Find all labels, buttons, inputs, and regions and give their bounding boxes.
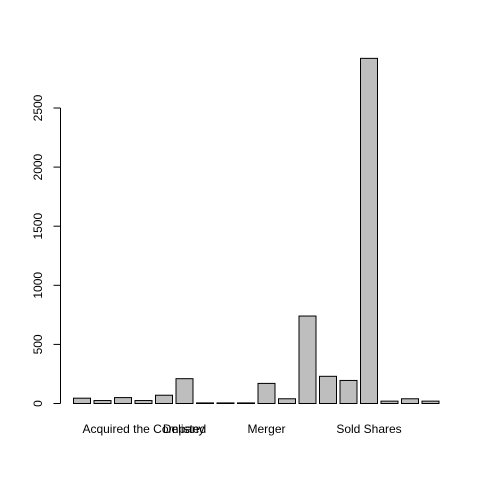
bar-4 [155, 394, 173, 405]
bar-9 [257, 382, 276, 405]
x-label-1: Delisted [163, 422, 206, 436]
bar-5 [175, 378, 194, 405]
bar-10 [278, 398, 296, 405]
y-tick-label-0: 0 [31, 400, 45, 407]
y-axis: 0 500 1000 1500 2000 2500 [31, 94, 61, 407]
y-tick-label-4: 2000 [31, 153, 45, 180]
bar-16 [401, 398, 419, 405]
bar-17 [421, 400, 440, 404]
bar-1 [93, 400, 112, 405]
x-label-0: Acquired the Company [82, 422, 204, 436]
bar-6 [196, 402, 214, 404]
bar-3 [134, 400, 153, 405]
y-tick-label-3: 1500 [31, 213, 45, 240]
bar-8 [237, 402, 255, 404]
y-tick-label-2: 1000 [31, 272, 45, 299]
x-label-3: Sold Shares [336, 422, 401, 436]
bars-group [73, 57, 440, 405]
bar-13 [339, 379, 358, 404]
bar-15 [380, 400, 399, 404]
bar-2 [114, 397, 132, 404]
x-label-2: Merger [247, 422, 285, 436]
bar-14 [360, 57, 378, 405]
bar-11 [298, 315, 317, 405]
bar-0 [73, 397, 91, 404]
y-tick-label-1: 500 [31, 334, 45, 354]
bar-7 [216, 402, 235, 404]
y-tick-label-5: 2500 [31, 94, 45, 121]
bar-12 [319, 375, 337, 404]
